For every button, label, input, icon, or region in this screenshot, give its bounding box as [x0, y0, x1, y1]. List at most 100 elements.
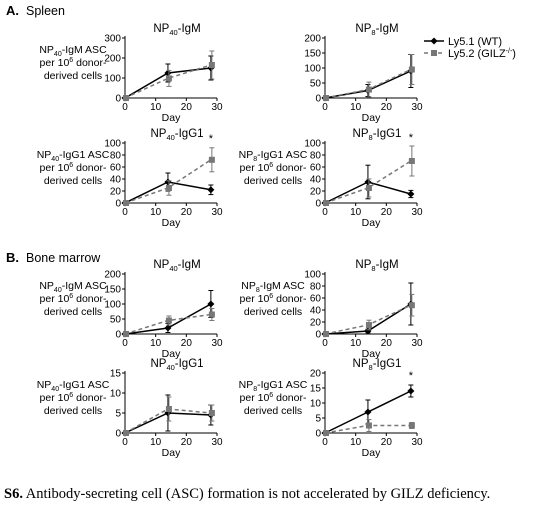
x-tick-label: 0 — [322, 102, 328, 113]
y-axis-label-line: NP8-IgM ASC — [241, 280, 305, 294]
y-tick-label: 20 — [110, 187, 122, 198]
y-tick-label: 10 — [310, 399, 322, 410]
x-tick-label: 30 — [211, 102, 223, 113]
y-tick-label: 0 — [115, 94, 121, 105]
data-point — [364, 327, 372, 335]
data-point — [407, 190, 415, 198]
section-b-title: Bone marrow — [26, 251, 101, 265]
chart-panel-2: NP8-IgM 0 50 100 150 200 0 10 20 30 Day — [304, 23, 423, 124]
x-axis-label: Day — [162, 217, 181, 229]
y-tick-label: 100 — [104, 74, 121, 85]
y-tick-label: 0 — [115, 429, 121, 440]
y-tick-label: 60 — [310, 163, 322, 174]
y-tick-label: 10 — [110, 389, 122, 400]
x-tick-label: 30 — [211, 207, 223, 218]
y-tick-label: 100 — [304, 139, 321, 150]
x-tick-label: 10 — [150, 207, 162, 218]
data-point — [408, 302, 415, 309]
significance-marker: * — [409, 132, 414, 144]
legend: Ly5.1 (WT) Ly5.2 (GILZ-/-) — [424, 36, 516, 60]
x-tick-label: 10 — [350, 102, 362, 113]
y-axis-label-line: derived cells — [44, 175, 102, 187]
y-axis-label-line: NP40-IgG1 ASC — [37, 379, 110, 393]
data-point — [123, 95, 129, 101]
y-axis-label-line: derived cells — [244, 405, 302, 417]
y-tick-label: 150 — [104, 285, 121, 296]
x-tick-label: 0 — [322, 437, 328, 448]
x-tick-label: 10 — [150, 102, 162, 113]
y-tick-label: 50 — [110, 315, 122, 326]
figure-caption: S6. Antibody-secreting cell (ASC) format… — [4, 486, 538, 503]
y-axis-label-line: per 106 donor- — [240, 162, 307, 174]
data-point — [408, 158, 415, 164]
y-tick-label: 0 — [115, 199, 121, 210]
data-point — [164, 324, 172, 332]
x-tick-label: 30 — [411, 207, 423, 218]
y-tick-label: 100 — [104, 300, 121, 311]
data-point — [164, 178, 172, 186]
y-tick-label: 100 — [104, 139, 121, 150]
x-axis-label: Day — [162, 348, 181, 360]
significance-marker: * — [409, 370, 414, 382]
y-tick-label: 0 — [315, 199, 321, 210]
y-tick-label: 200 — [304, 34, 321, 45]
x-tick-label: 10 — [350, 207, 362, 218]
y-tick-label: 20 — [310, 187, 322, 198]
data-point — [365, 322, 372, 328]
data-point — [407, 387, 415, 395]
y-axis-label-line: NP40-IgG1 ASC — [37, 149, 110, 163]
figure: A. Spleen B. Bone marrow Ly5.1 (WT) Ly5.… — [6, 3, 516, 459]
data-point — [323, 331, 329, 337]
x-axis-label: Day — [162, 112, 181, 124]
y-tick-label: 80 — [110, 151, 122, 162]
y-tick-label: 80 — [310, 282, 322, 293]
y-tick-label: 0 — [315, 429, 321, 440]
x-tick-label: 20 — [381, 207, 393, 218]
x-tick-label: 20 — [181, 338, 193, 349]
data-point — [208, 156, 215, 163]
chart-title: NP40-IgG1 — [150, 128, 203, 142]
y-tick-label: 40 — [110, 175, 122, 186]
data-point — [164, 69, 172, 77]
x-tick-label: 0 — [122, 437, 128, 448]
chart-title: NP40-IgM — [153, 23, 200, 37]
significance-marker: * — [209, 133, 214, 145]
legend-wt-marker — [430, 37, 438, 45]
chart-panel-5: NP40-IgM 0 50 100 150 200 0 10 20 30 Day NP40-IgM A… — [39, 259, 223, 360]
x-axis-label: Day — [162, 447, 181, 459]
x-tick-label: 30 — [411, 102, 423, 113]
y-tick-label: 15 — [310, 384, 322, 395]
y-tick-label: 0 — [315, 94, 321, 105]
section-b-label: B. — [6, 250, 19, 265]
y-tick-label: 200 — [104, 270, 121, 281]
x-tick-label: 20 — [381, 102, 393, 113]
y-tick-label: 100 — [304, 64, 321, 75]
x-tick-label: 10 — [350, 437, 362, 448]
y-tick-label: 40 — [310, 306, 322, 317]
chart-title: NP8-IgG1 — [353, 128, 402, 142]
y-axis-label-line: NP8-IgG1 ASC — [239, 149, 308, 163]
legend-gilz-marker — [431, 50, 437, 56]
x-tick-label: 0 — [322, 207, 328, 218]
data-point — [123, 430, 129, 436]
x-tick-label: 20 — [181, 437, 193, 448]
chart-title: NP8-IgM — [355, 259, 398, 273]
chart-panel-7: NP40-IgG1 0 5 10 15 0 10 20 30 Day NP40-IgG1 ASCpe… — [37, 358, 223, 459]
caption-label: S6. — [4, 486, 23, 502]
y-tick-label: 40 — [310, 175, 322, 186]
y-tick-label: 5 — [315, 414, 321, 425]
x-tick-label: 20 — [181, 207, 193, 218]
x-tick-label: 10 — [150, 338, 162, 349]
y-tick-label: 50 — [310, 79, 322, 90]
y-axis-label-line: derived cells — [44, 70, 102, 82]
y-tick-label: 20 — [310, 318, 322, 329]
legend-gilz-sup: -/- — [506, 48, 513, 55]
y-tick-label: 80 — [310, 151, 322, 162]
data-point — [208, 410, 215, 416]
y-axis-label-line: NP40-IgM ASC — [39, 44, 107, 58]
x-tick-label: 0 — [122, 338, 128, 349]
